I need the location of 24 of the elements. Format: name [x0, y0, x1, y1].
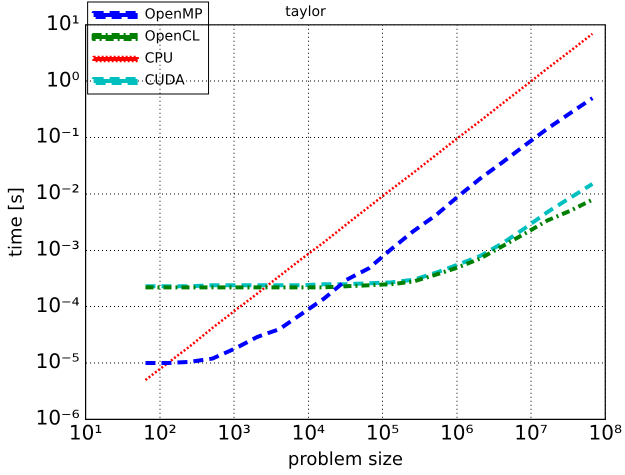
x-tick-label: 10² — [143, 420, 177, 445]
line-series — [143, 96, 594, 366]
legend-label: CUDA — [144, 72, 186, 89]
legend-label: OpenCL — [144, 28, 200, 45]
x-tick-label: 10⁸ — [588, 420, 622, 445]
x-tick-label: 10⁶ — [440, 420, 474, 445]
x-tick-label: 10⁵ — [366, 420, 400, 445]
chart-title: taylor — [285, 4, 326, 20]
y-tick-label: 10⁻⁵ — [36, 349, 80, 374]
x-axis-title: problem size — [288, 448, 403, 470]
y-tick-label: 10⁻⁴ — [36, 292, 80, 317]
line-series — [143, 182, 594, 288]
y-tick-label: 10⁻³ — [36, 236, 80, 260]
legend-label: CPU — [144, 50, 174, 67]
x-tick-label: 10⁷ — [514, 420, 548, 445]
x-tick-label: 10³ — [217, 420, 251, 445]
x-tick-label: 10⁴ — [292, 420, 326, 445]
y-axis-title: time [s] — [5, 187, 26, 258]
y-tick-label: 10⁻¹ — [36, 124, 80, 148]
y-tick-label: 10⁻² — [36, 180, 80, 204]
legend-label: OpenMP — [144, 6, 203, 23]
y-tick-label: 10¹ — [46, 11, 80, 36]
line-series — [143, 198, 594, 290]
y-tick-label: 10⁰ — [46, 67, 80, 92]
